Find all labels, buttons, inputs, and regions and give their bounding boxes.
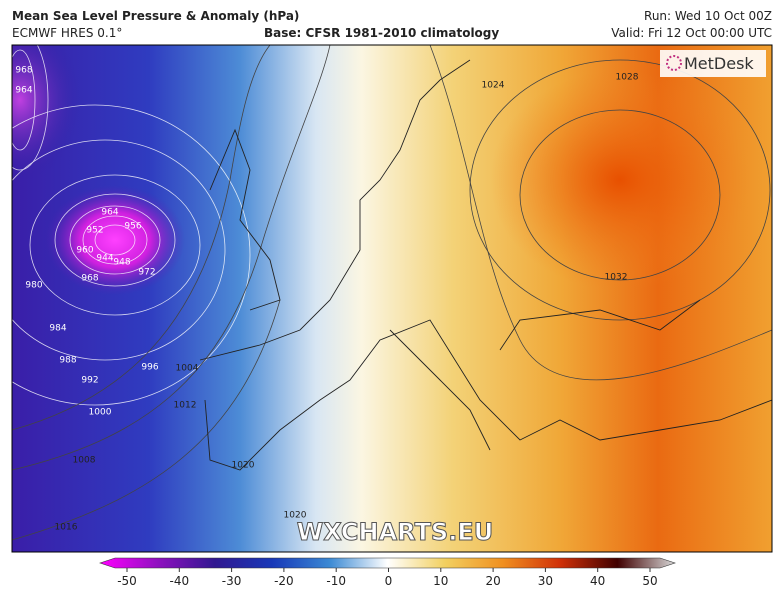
- isobar-label: 968: [15, 66, 32, 76]
- logo-icon: [666, 55, 682, 71]
- colorbar-tick-label: 10: [433, 574, 448, 588]
- isobars: [12, 45, 772, 541]
- colorbar-tick-label: 30: [538, 574, 553, 588]
- isobar-label: 1020: [232, 461, 255, 471]
- isobar-label: 988: [59, 356, 76, 366]
- isobar-label: 1028: [616, 73, 639, 83]
- colorbar-scale: [99, 557, 676, 569]
- low-field: [45, 185, 185, 295]
- isobar-label: 1016: [55, 523, 78, 533]
- colorbar-tick-label: -20: [274, 574, 294, 588]
- valid: Valid: Fri 12 Oct 00:00 UTC: [611, 26, 772, 40]
- isobar-label: 968: [81, 274, 98, 284]
- colorbar-tick-label: -40: [169, 574, 189, 588]
- isobar-label: 944: [96, 254, 113, 264]
- isobar-label: 1032: [605, 273, 628, 283]
- coastlines: [199, 59, 772, 471]
- isobar-label: 992: [81, 376, 98, 386]
- isobar-label: 956: [124, 222, 141, 232]
- isobar-label: 964: [101, 208, 118, 218]
- colorbar-tick-label: 0: [385, 574, 393, 588]
- colorbar-tick-label: -10: [326, 574, 346, 588]
- isobar-label: 1020: [284, 511, 307, 521]
- isobar-label: 1004: [176, 364, 199, 374]
- isobar-label: 996: [141, 363, 158, 373]
- high-field: [490, 70, 750, 290]
- isobars-low: [12, 45, 251, 406]
- isobar-label: 1000: [89, 408, 112, 418]
- colorbar-tick-label: 50: [642, 574, 657, 588]
- colorbar-tick-label: -30: [222, 574, 242, 588]
- run: Run: Wed 10 Oct 00Z: [644, 9, 772, 23]
- isobar-label: 948: [113, 258, 130, 268]
- isobar-label: 952: [86, 226, 103, 236]
- colorbar: -50 -40 -30 -20 -10 0 10 20 30 40 50: [99, 557, 676, 588]
- isobar-label: 984: [49, 324, 66, 334]
- colorbar-tick-label: 40: [590, 574, 605, 588]
- map-frame: [11, 44, 773, 553]
- title: Mean Sea Level Pressure & Anomaly (hPa): [12, 9, 299, 23]
- colorbar-tick-label: 20: [485, 574, 500, 588]
- isobar-label: 1012: [174, 401, 197, 411]
- isobar-label: 972: [138, 268, 155, 278]
- watermark: WXCHARTS.EU: [297, 518, 493, 546]
- isobar-label: 964: [15, 86, 32, 96]
- isobar-label: 1008: [73, 456, 96, 466]
- base: Base: CFSR 1981-2010 climatology: [264, 26, 499, 40]
- model: ECMWF HRES 0.1°: [12, 26, 122, 40]
- colorbar-tick-label: -50: [117, 574, 137, 588]
- isobar-label: 980: [25, 281, 42, 291]
- logo-box: [660, 50, 766, 77]
- isobar-label: 960: [76, 246, 93, 256]
- isobar-label: 1024: [482, 81, 505, 91]
- logo: MetDesk: [684, 54, 754, 73]
